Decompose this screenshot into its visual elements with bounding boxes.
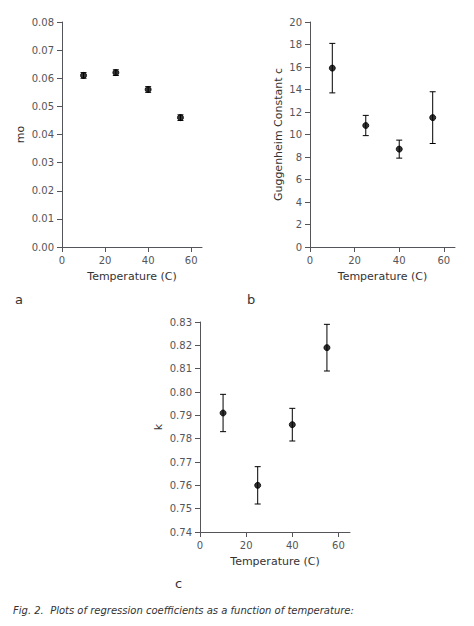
svg-text:20: 20: [99, 255, 112, 266]
svg-text:b: b: [247, 292, 255, 307]
svg-text:k: k: [152, 423, 165, 430]
svg-text:0.74: 0.74: [170, 527, 192, 538]
svg-text:0.82: 0.82: [170, 340, 192, 351]
svg-text:mo: mo: [14, 126, 27, 144]
svg-text:0.08: 0.08: [32, 17, 54, 28]
svg-text:60: 60: [332, 540, 345, 551]
svg-text:Temperature (C): Temperature (C): [229, 555, 319, 568]
svg-text:40: 40: [142, 255, 155, 266]
svg-text:Temperature (C): Temperature (C): [86, 270, 176, 283]
svg-text:20: 20: [348, 255, 361, 266]
svg-text:0.79: 0.79: [170, 410, 192, 421]
svg-text:0.83: 0.83: [170, 317, 192, 328]
svg-text:0.02: 0.02: [32, 185, 54, 196]
svg-text:60: 60: [437, 255, 450, 266]
svg-text:0.75: 0.75: [170, 503, 192, 514]
svg-text:0.77: 0.77: [170, 457, 192, 468]
svg-text:6: 6: [296, 174, 302, 185]
svg-text:20: 20: [289, 17, 302, 28]
svg-text:0.01: 0.01: [32, 213, 54, 224]
svg-text:0.78: 0.78: [170, 433, 192, 444]
svg-text:0: 0: [59, 255, 65, 266]
svg-text:60: 60: [185, 255, 198, 266]
svg-text:a: a: [15, 292, 23, 307]
svg-text:0.06: 0.06: [32, 73, 54, 84]
svg-text:18: 18: [289, 39, 302, 50]
svg-text:14: 14: [289, 84, 302, 95]
svg-text:c: c: [175, 576, 182, 591]
svg-text:0.80: 0.80: [170, 387, 192, 398]
svg-text:0: 0: [197, 540, 203, 551]
svg-text:12: 12: [289, 107, 302, 118]
svg-text:0.05: 0.05: [32, 101, 54, 112]
svg-text:40: 40: [393, 255, 406, 266]
svg-text:20: 20: [240, 540, 253, 551]
svg-text:16: 16: [289, 62, 302, 73]
svg-text:8: 8: [296, 152, 302, 163]
svg-text:4: 4: [296, 197, 302, 208]
svg-text:0.00: 0.00: [32, 242, 54, 253]
svg-text:Guggenheim Constant c: Guggenheim Constant c: [272, 68, 285, 201]
svg-text:0: 0: [307, 255, 313, 266]
svg-text:Temperature (C): Temperature (C): [337, 270, 427, 283]
svg-text:Fig. 2. Plots of regression c: Fig. 2. Plots of regression coefficients…: [13, 605, 354, 616]
svg-text:0.81: 0.81: [170, 363, 192, 374]
svg-text:0.76: 0.76: [170, 480, 192, 491]
svg-text:10: 10: [289, 129, 302, 140]
svg-text:0.03: 0.03: [32, 157, 54, 168]
svg-text:40: 40: [286, 540, 299, 551]
svg-text:2: 2: [296, 219, 302, 230]
svg-text:0.07: 0.07: [32, 45, 54, 56]
svg-text:0.04: 0.04: [32, 129, 54, 140]
svg-text:0: 0: [296, 242, 302, 253]
